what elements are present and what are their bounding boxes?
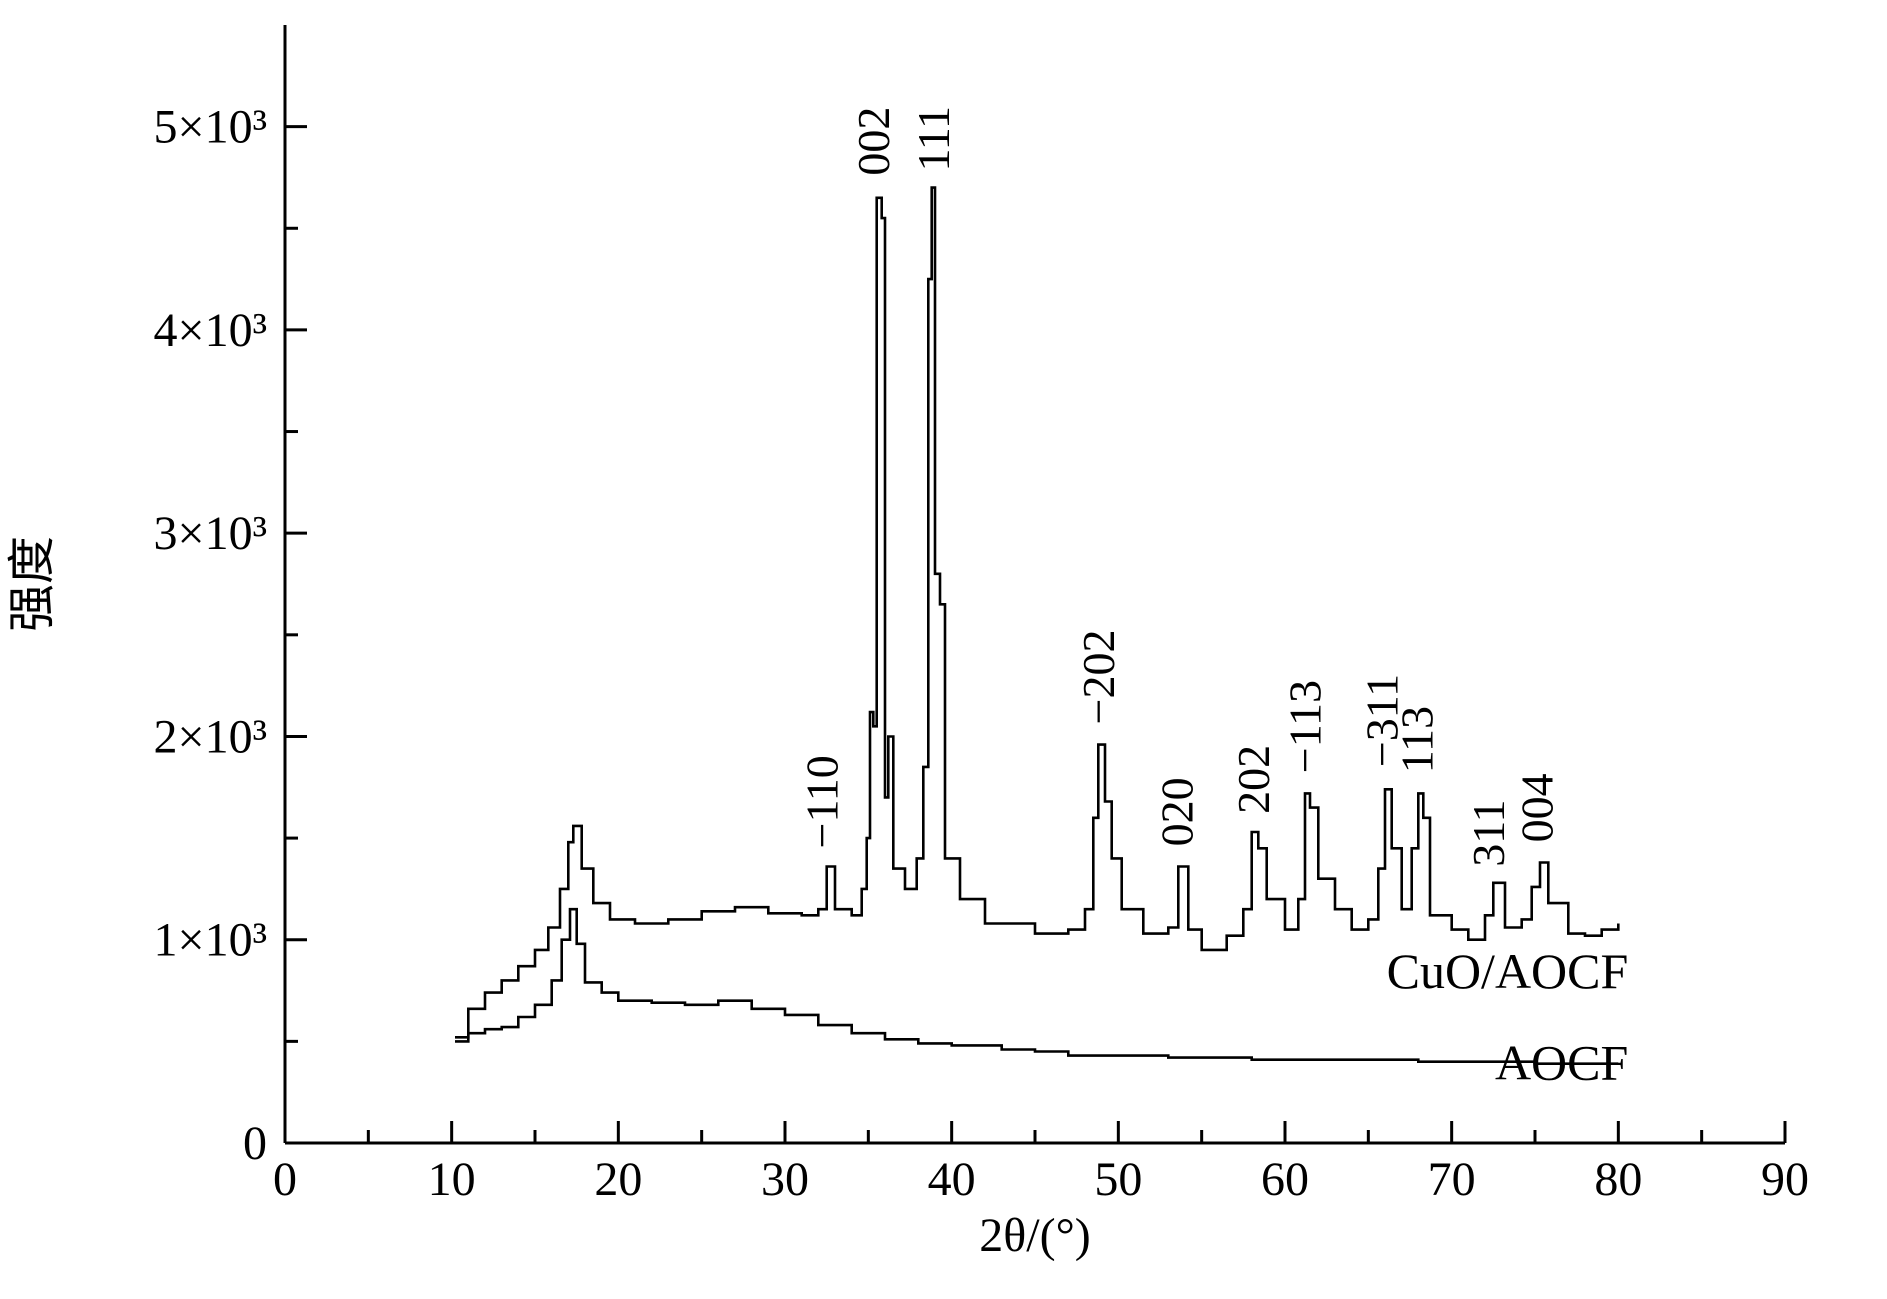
y-tick-label: 1×10³ (154, 914, 267, 967)
series-label-1: AOCF (1495, 1035, 1628, 1091)
series-group: CuO/AOCF AOCF (455, 186, 1629, 1091)
y-axis-label: 强度 (6, 536, 59, 632)
peak-label: 311 (1463, 799, 1514, 866)
peak-label: −110 (796, 755, 847, 848)
x-tick-label: 10 (428, 1153, 476, 1206)
y-tick-label: 3×10³ (154, 507, 267, 560)
peak-label: 020 (1151, 777, 1202, 846)
x-tick-label: 40 (928, 1153, 976, 1206)
series-line-0 (455, 186, 1620, 1039)
x-tick-label: 20 (594, 1153, 642, 1206)
y-tick-label: 4×10³ (154, 304, 267, 357)
axis-ticks: 0 10 20 30 40 50 60 70 80 90 0 1×10³ 2×10³ 3×10³ 4×10³… (154, 101, 1809, 1206)
series-line-1 (455, 907, 1619, 1065)
x-tick-label: 60 (1261, 1153, 1309, 1206)
peak-label: 113 (1391, 706, 1442, 773)
y-tick-label: 5×10³ (154, 101, 267, 154)
x-tick-label: 70 (1428, 1153, 1476, 1206)
peak-label: 004 (1511, 773, 1562, 842)
x-tick-label: 0 (273, 1153, 297, 1206)
x-tick-label: 30 (761, 1153, 809, 1206)
peak-label: −202 (1073, 630, 1124, 725)
x-tick-label: 80 (1594, 1153, 1642, 1206)
x-axis-label: 2θ/(°) (979, 1209, 1091, 1262)
y-tick-label: 2×10³ (154, 710, 267, 763)
series-label-0: CuO/AOCF (1387, 943, 1629, 999)
peak-label: −311 (1356, 674, 1407, 767)
peak-label: −113 (1280, 680, 1331, 773)
x-tick-label: 50 (1094, 1153, 1142, 1206)
peak-label: 111 (908, 106, 959, 172)
y-tick-label: 0 (243, 1117, 267, 1170)
peak-label: 202 (1228, 745, 1279, 814)
x-tick-label: 90 (1761, 1153, 1809, 1206)
peak-label: 002 (848, 107, 899, 176)
